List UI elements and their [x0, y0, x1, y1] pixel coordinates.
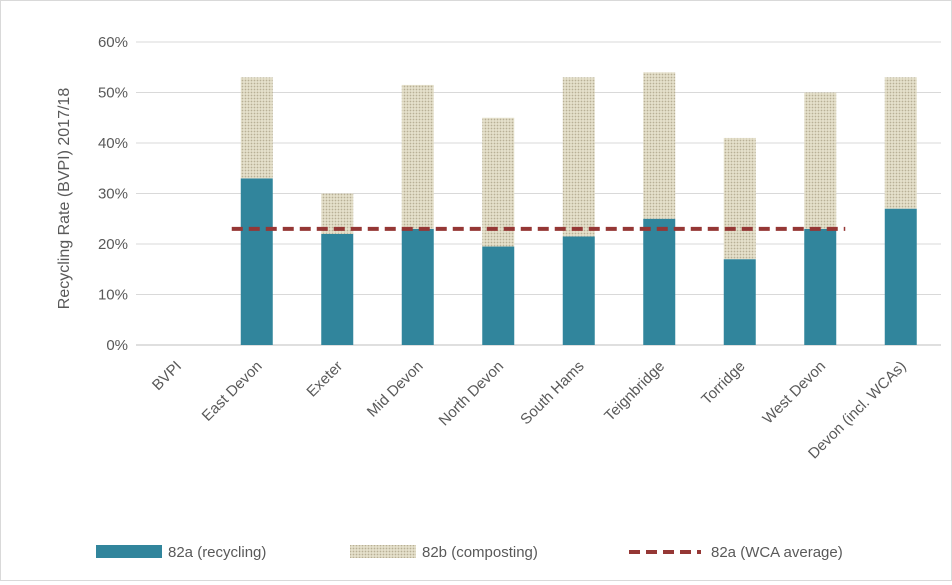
bar-composting: [884, 77, 917, 209]
legend-label-average: 82a (WCA average): [711, 544, 843, 561]
bar-recycling: [401, 228, 434, 345]
legend-swatch-recycling: [96, 545, 162, 558]
x-tick-label: Mid Devon: [364, 358, 427, 421]
legend-label-composting: 82b (composting): [422, 544, 538, 561]
x-tick-label: West Devon: [759, 358, 829, 428]
bar-composting: [562, 77, 595, 237]
x-tick-label: South Hams: [517, 358, 587, 428]
x-tick-label: BVPI: [149, 358, 185, 394]
x-tick-label: North Devon: [436, 358, 508, 430]
legend-label-recycling: 82a (recycling): [168, 544, 266, 561]
y-axis-label: Recycling Rate (BVPI) 2017/18: [56, 88, 73, 310]
x-tick-label: Torridge: [698, 358, 748, 408]
y-tick-label: 10%: [98, 287, 128, 304]
bar-composting: [804, 92, 837, 229]
bar-recycling: [723, 259, 756, 345]
x-axis-ticks: BVPI East Devon Exeter Mid Devon North Devon…: [149, 358, 910, 463]
y-tick-label: 0%: [106, 337, 128, 354]
legend: 82a (recycling) 82b (composting) 82a (WCA …: [96, 544, 843, 561]
y-tick-label: 40%: [98, 135, 128, 152]
y-axis-ticks: 0% 10% 20% 30% 40% 50% 60%: [98, 34, 128, 354]
y-tick-label: 60%: [98, 34, 128, 51]
bar-composting: [643, 72, 676, 219]
bar-recycling: [482, 246, 515, 345]
x-tick-label: East Devon: [199, 358, 266, 425]
legend-swatch-composting: [350, 545, 416, 558]
bar-composting: [723, 137, 756, 260]
bar-composting: [482, 117, 515, 247]
bar-recycling: [321, 233, 354, 345]
x-tick-label: Teignbridge: [601, 358, 668, 425]
bar-recycling: [562, 236, 595, 345]
bars: [240, 72, 917, 345]
y-tick-label: 30%: [98, 186, 128, 203]
y-tick-label: 50%: [98, 85, 128, 102]
bar-composting: [401, 84, 434, 229]
bar-recycling: [240, 178, 273, 345]
bar-recycling: [643, 218, 676, 345]
x-tick-label: Exeter: [303, 358, 346, 401]
bar-composting: [240, 77, 273, 179]
y-tick-label: 20%: [98, 236, 128, 253]
bar-recycling: [884, 208, 917, 345]
bar-recycling: [804, 228, 837, 345]
